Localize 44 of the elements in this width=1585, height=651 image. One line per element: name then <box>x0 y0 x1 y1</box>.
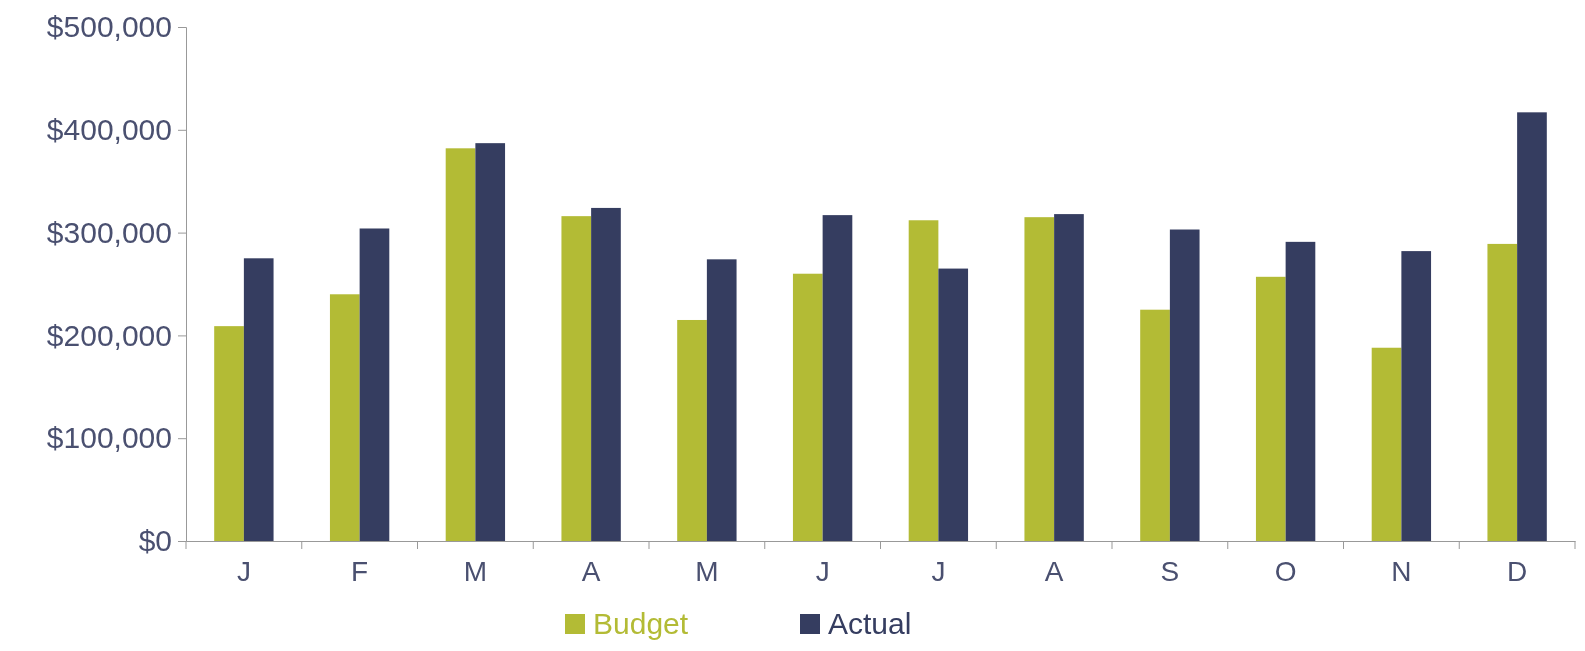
bar <box>1169 229 1200 541</box>
x-tick-label: A <box>581 555 601 587</box>
x-tick-label: O <box>1274 555 1297 587</box>
y-tick-label: $100,000 <box>46 421 172 455</box>
bar <box>329 294 360 541</box>
x-tick-label: F <box>351 555 369 587</box>
bar <box>706 259 737 541</box>
bar <box>792 273 823 541</box>
y-tick-label: $300,000 <box>46 215 172 249</box>
y-tick-label: $500,000 <box>46 10 172 44</box>
legend-label: Budget <box>593 607 689 640</box>
bar <box>591 207 621 541</box>
bar <box>1024 217 1055 541</box>
x-tick-label: J <box>236 555 251 587</box>
bar <box>822 215 853 541</box>
y-tick-label: $0 <box>138 524 172 558</box>
bar <box>1401 251 1432 541</box>
x-tick-label: N <box>1391 555 1412 587</box>
x-tick-label: M <box>695 555 719 587</box>
bar <box>445 148 476 541</box>
bar <box>1285 241 1316 541</box>
x-tick-label: S <box>1160 555 1180 587</box>
x-tick-label: J <box>815 555 830 587</box>
x-tick-label: A <box>1044 555 1064 587</box>
bar <box>908 220 939 541</box>
bar <box>1371 347 1402 541</box>
bar <box>1054 214 1084 541</box>
bar <box>1255 276 1286 541</box>
bar <box>243 258 274 541</box>
bar <box>1140 309 1170 541</box>
x-tick-label: M <box>463 555 488 587</box>
bar <box>1517 112 1547 541</box>
bar <box>938 268 969 541</box>
y-tick-label: $200,000 <box>46 318 172 352</box>
bar <box>214 326 244 541</box>
bar <box>1487 243 1518 541</box>
y-tick-label: $400,000 <box>46 112 172 146</box>
bar <box>475 143 506 541</box>
bar <box>561 216 592 541</box>
legend-label: Actual <box>828 607 912 640</box>
x-tick-label: D <box>1507 555 1528 587</box>
x-tick-label: J <box>931 555 946 587</box>
bar <box>677 319 707 541</box>
bar <box>359 228 390 541</box>
